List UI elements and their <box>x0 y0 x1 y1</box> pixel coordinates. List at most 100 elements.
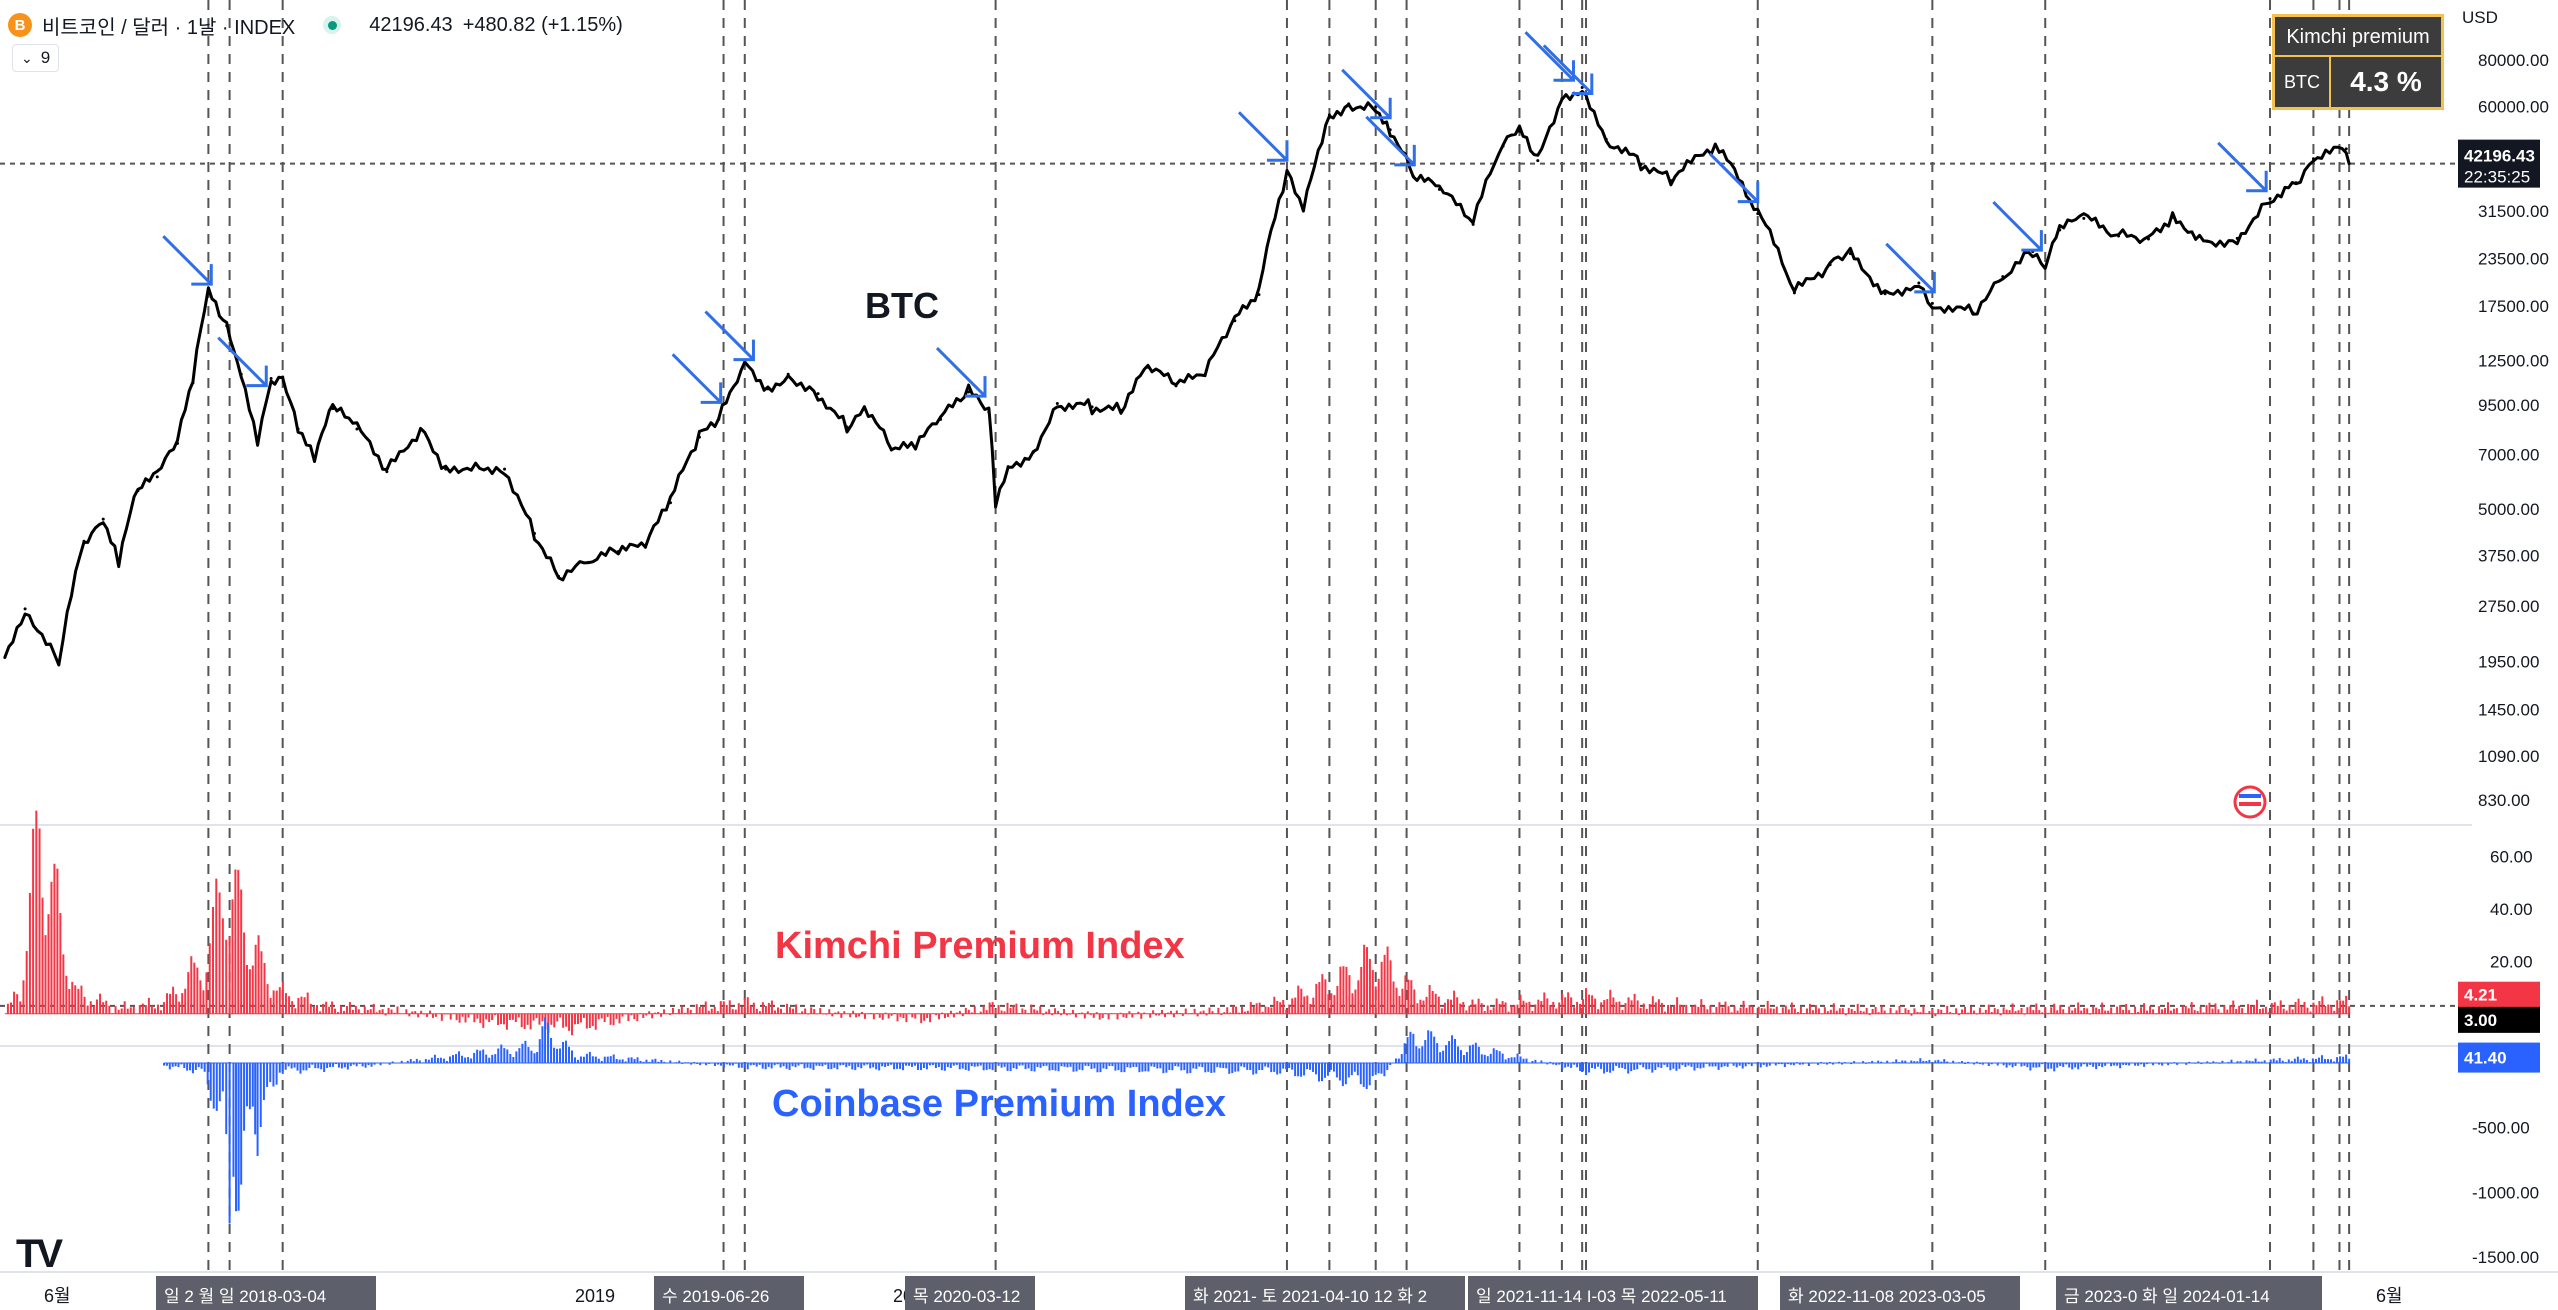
btc-data-point <box>1580 86 1584 90</box>
indicator-count: 9 <box>40 48 51 67</box>
btc-data-point <box>1146 365 1150 369</box>
kimchi-last-tag-bg <box>2458 981 2540 1008</box>
symbol-title[interactable]: 비트코인 / 달러 · 1날 · INDEX <box>42 16 296 39</box>
btc-data-point <box>1055 401 1059 405</box>
arrow-head <box>2246 170 2268 193</box>
btc-data-point <box>766 387 770 391</box>
currency-selector[interactable]: USD <box>2462 8 2498 27</box>
price-change-text: +480.82 (+1.15%) <box>462 13 623 36</box>
btc-data-point <box>743 360 747 364</box>
date-marker-tag-bg <box>1780 1276 2020 1310</box>
btc-data-point <box>557 574 561 578</box>
date-marker-tag: 일 2 월 일 2018-03-04 <box>164 1287 326 1306</box>
btc-data-point <box>1203 374 1207 378</box>
btc-data-point <box>117 560 121 564</box>
btc-y-tick: 7000.00 <box>2478 446 2539 465</box>
arrow-shaft <box>1365 115 1416 166</box>
arrow-head <box>191 264 213 286</box>
kimchi-widget-title: Kimchi premium <box>2275 17 2441 57</box>
btc-data-point <box>269 376 273 380</box>
btc-data-point <box>176 441 180 445</box>
btc-data-point <box>2311 157 2315 161</box>
date-marker-tag: 수 2019-06-26 <box>662 1287 769 1306</box>
kimchi-ref-tag: 3.00 <box>2464 1011 2497 1030</box>
kimchi-widget-value: 4.3 % <box>2350 66 2422 97</box>
arrow-shaft <box>1885 242 1936 293</box>
btc-y-tick: 60000.00 <box>2478 98 2549 117</box>
btc-data-point <box>444 467 448 471</box>
btc-data-point <box>2344 147 2348 151</box>
btc-data-point <box>503 467 507 471</box>
price-pane <box>0 162 2558 1273</box>
btc-data-point <box>1257 293 1261 297</box>
btc-data-point <box>1828 263 1832 267</box>
btc-y-tick: 31500.00 <box>2478 202 2549 221</box>
indicators-toggle-button[interactable]: ⌄ 9 <box>12 44 60 72</box>
btc-data-point <box>967 390 971 394</box>
arrow-shaft <box>935 347 987 398</box>
arrow-shaft <box>1992 201 2043 252</box>
arrow-head <box>1737 181 1760 204</box>
btc-data-point <box>1792 291 1796 295</box>
btc-data-point <box>313 457 317 461</box>
date-marker-tag-bg <box>654 1276 804 1310</box>
btc-data-point <box>191 381 195 385</box>
btc-y-tick: 1950.00 <box>2478 653 2539 672</box>
btc-data-point <box>2082 216 2086 220</box>
symbol-header: B 비트코인 / 달러 · 1날 · INDEX 42196.43 +480.8… <box>8 8 623 42</box>
btc-data-point <box>2347 162 2351 166</box>
btc-data-point <box>1669 179 1673 183</box>
btc-y-tick: 17500.00 <box>2478 297 2549 316</box>
btc-data-point <box>1848 252 1852 256</box>
coinbase-y-tick: -1500.00 <box>2472 1248 2539 1267</box>
btc-price-line <box>3 90 2351 667</box>
btc-data-point <box>816 392 820 396</box>
btc-data-point <box>643 545 647 549</box>
btc-data-point <box>1756 212 1760 216</box>
btc-data-point <box>2058 228 2062 232</box>
kimchi-y-tick: 60.00 <box>2490 847 2533 866</box>
kimchi-widget-symbol: BTC <box>2275 57 2331 107</box>
btc-data-point <box>994 504 998 508</box>
kimchi-premium-widget: Kimchi premium BTC 4.3 % <box>2272 14 2444 110</box>
btc-y-tick: 5000.00 <box>2478 500 2539 519</box>
x-axis-tick: 2019 <box>575 1286 615 1306</box>
tradingview-logo: TV <box>16 1232 63 1276</box>
btc-data-point <box>2294 181 2298 185</box>
date-marker-tag-bg <box>1468 1276 1758 1310</box>
market-status-icon <box>323 16 342 34</box>
btc-data-point <box>532 532 536 536</box>
btc-data-point <box>355 427 359 431</box>
countdown-tag: 22:35:25 <box>2464 168 2530 187</box>
btc-data-point <box>586 560 590 564</box>
btc-series <box>3 86 2351 667</box>
btc-y-tick: 830.00 <box>2478 791 2530 810</box>
coinbase-annotation: Coinbase Premium Index <box>772 1083 1226 1125</box>
arrow-shaft <box>1237 111 1289 162</box>
kimchi-y-tick: 40.00 <box>2490 900 2533 919</box>
coinbase-y-tick: -1000.00 <box>2472 1183 2539 1202</box>
arrow-shaft <box>2217 141 2268 192</box>
btc-data-point <box>2117 234 2121 238</box>
coinbase-last-tag-bg <box>2458 1042 2540 1073</box>
btc-data-point <box>1604 137 1608 141</box>
arrow-head <box>1370 97 1392 120</box>
btc-data-point <box>206 289 210 293</box>
arrow-shaft <box>671 353 722 404</box>
btc-data-point <box>2205 239 2209 243</box>
btc-y-tick: 3750.00 <box>2478 547 2539 566</box>
date-marker-tag-bg <box>1185 1276 1465 1310</box>
x-axis-tick: 6월 <box>2376 1286 2403 1306</box>
btc-data-point <box>889 448 893 452</box>
date-marker-tag-bg <box>2056 1276 2322 1310</box>
btc-data-point <box>845 425 849 429</box>
kimchi-series <box>4 810 2351 1036</box>
arrow-head <box>2021 230 2043 252</box>
btc-data-point <box>1031 450 1035 454</box>
btc-data-point <box>1327 113 1331 117</box>
date-marker-tag: 화 2022-11-08 2023-03-05 <box>1788 1287 1986 1306</box>
btc-data-point <box>2171 215 2175 219</box>
arrow-shaft <box>1341 68 1392 119</box>
arrow-head <box>246 365 268 388</box>
